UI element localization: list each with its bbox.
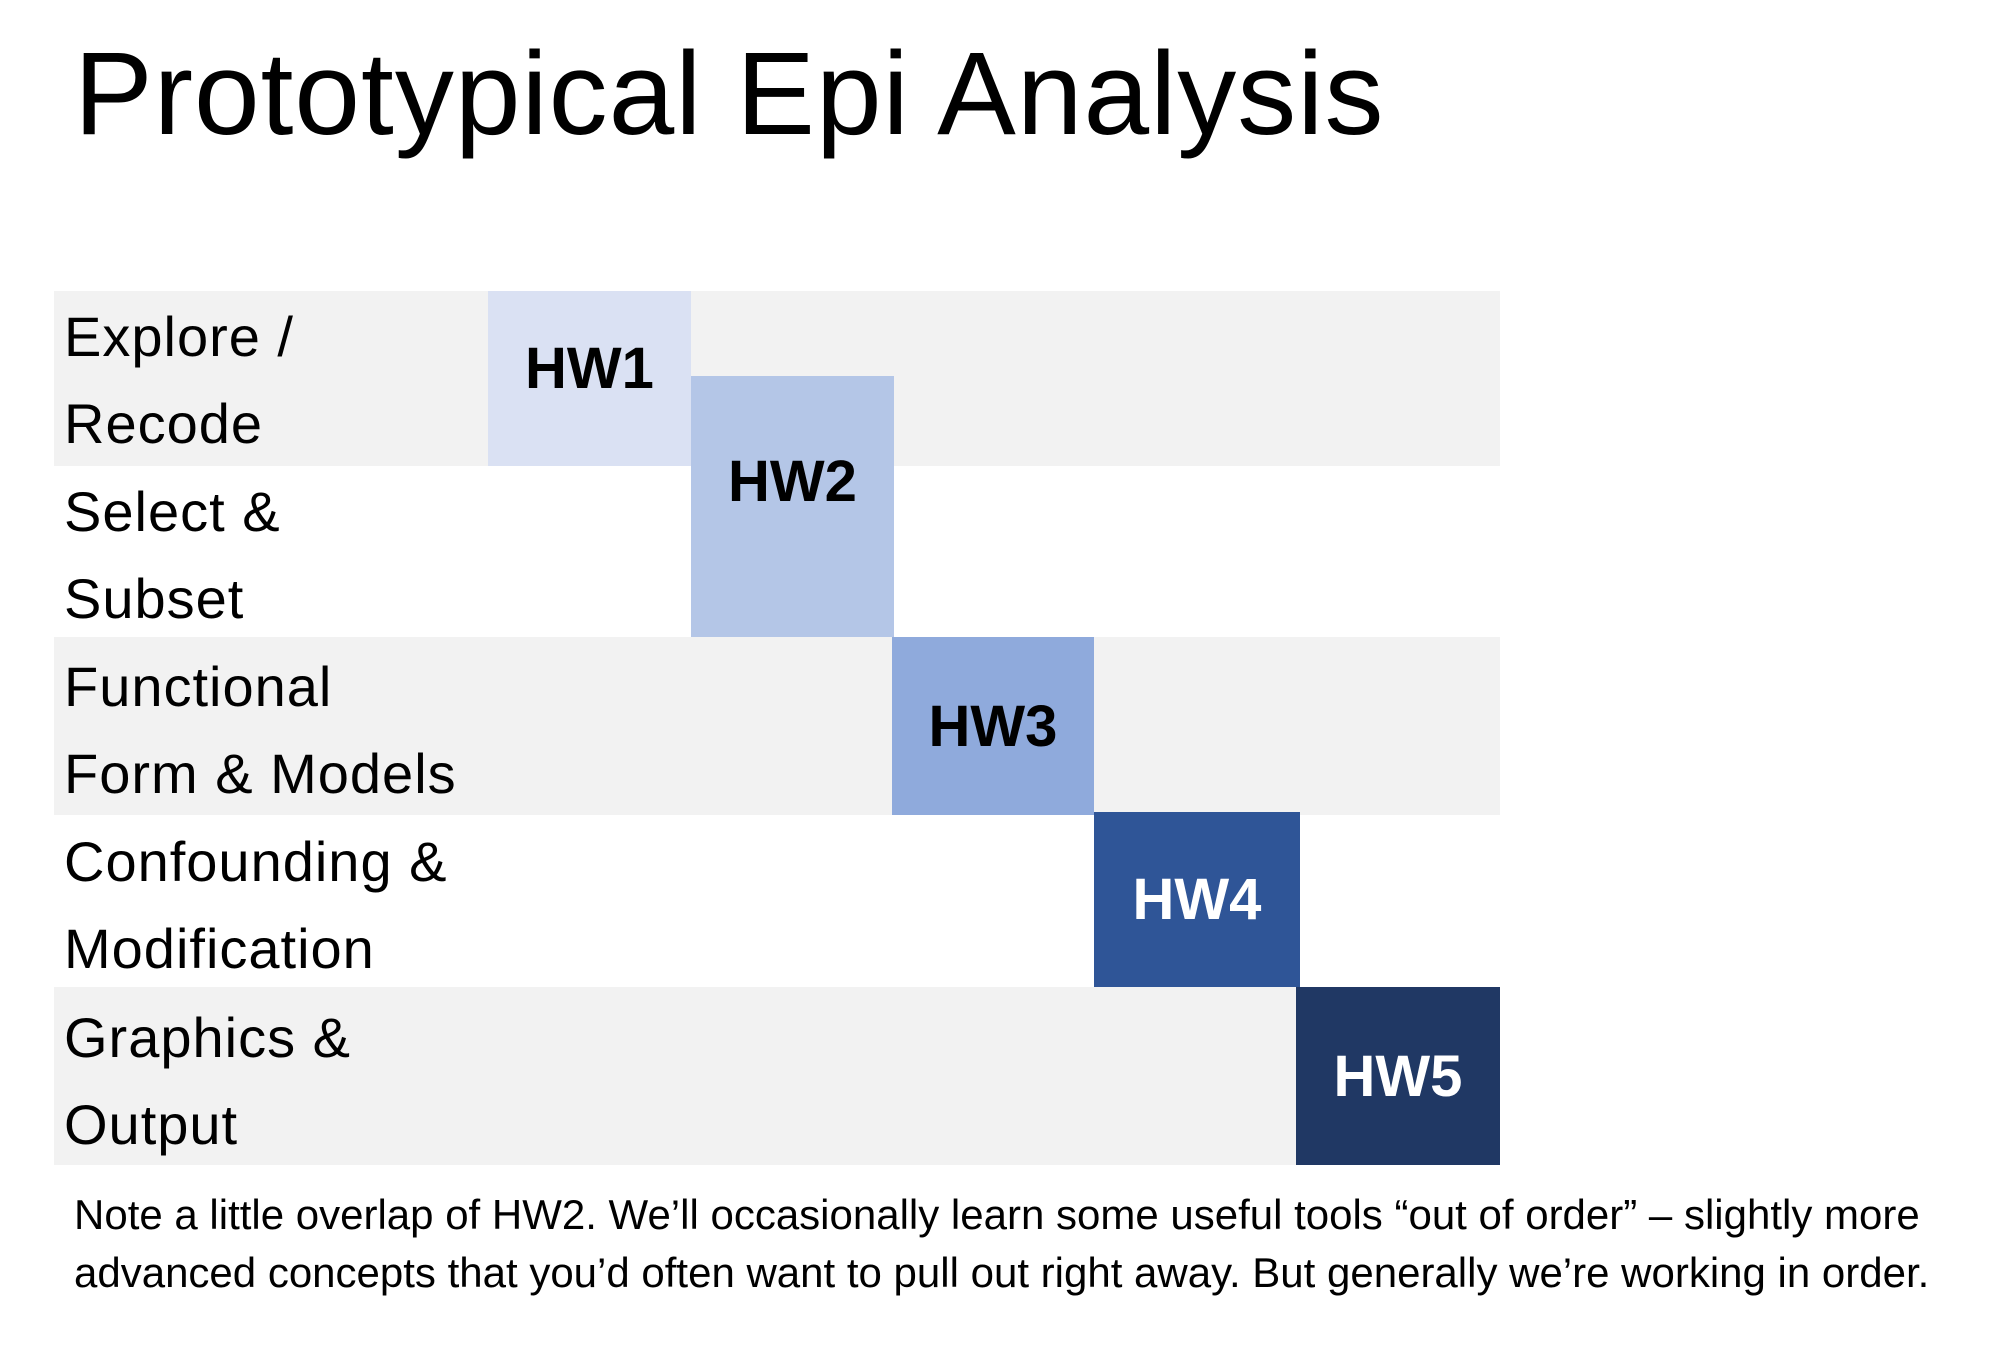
hw4-block: HW4	[1094, 812, 1300, 987]
row-label-graphics-output: Graphics & Output	[64, 994, 504, 1168]
hw3-block: HW3	[892, 637, 1094, 815]
row-label-line1: Explore /	[64, 305, 294, 368]
hw5-block: HW5	[1296, 987, 1500, 1165]
hw4-label: HW4	[1132, 867, 1262, 932]
row-label-line2: Output	[64, 1093, 239, 1156]
row-label-line2: Form & Models	[64, 742, 457, 805]
row-label-select-subset: Select & Subset	[64, 468, 504, 642]
hw5-label: HW5	[1333, 1043, 1463, 1109]
slide-title: Prototypical Epi Analysis	[74, 28, 1385, 160]
hw2-block: HW2	[691, 376, 894, 637]
row-label-confounding: Confounding & Modification	[64, 818, 504, 992]
row-band-3	[54, 637, 1500, 815]
row-band-5	[54, 987, 1500, 1165]
row-label-explore-recode: Explore / Recode	[64, 293, 504, 467]
row-label-line1: Functional	[64, 655, 333, 718]
footnote-text: Note a little overlap of HW2. We’ll occa…	[74, 1191, 1930, 1296]
hw1-block: HW1	[488, 291, 691, 466]
hw1-label: HW1	[525, 336, 654, 401]
hw3-label: HW3	[928, 693, 1058, 759]
row-label-line2: Recode	[64, 392, 264, 455]
hw2-label: HW2	[728, 449, 857, 514]
row-label-line2: Modification	[64, 917, 375, 980]
row-label-line1: Confounding &	[64, 830, 448, 893]
row-label-line1: Graphics &	[64, 1006, 351, 1069]
row-label-line2: Subset	[64, 567, 245, 630]
row-label-line1: Select &	[64, 480, 281, 543]
row-label-functional-form: Functional Form & Models	[64, 643, 504, 817]
